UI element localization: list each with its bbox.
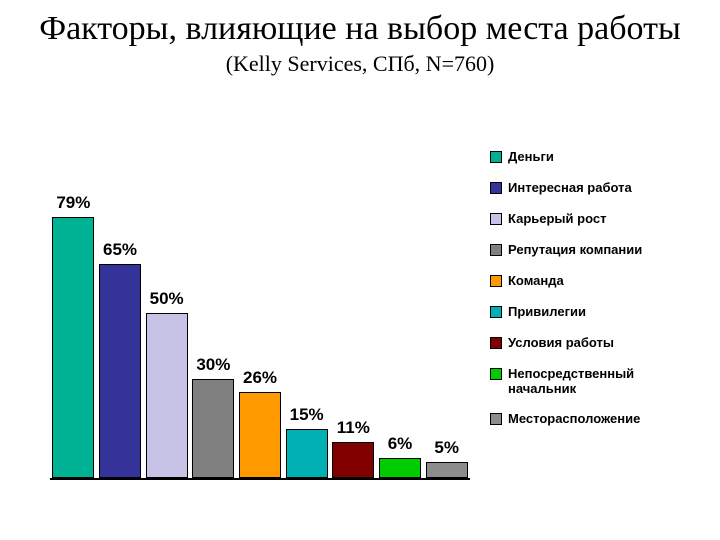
- legend-swatch: [490, 413, 502, 425]
- legend-swatch: [490, 368, 502, 380]
- legend-label: Репутация компании: [508, 243, 700, 258]
- bar-value-label: 30%: [196, 355, 230, 375]
- legend-swatch: [490, 306, 502, 318]
- bar-value-label: 15%: [290, 405, 324, 425]
- bar-chart: 79% 65% 50% 30% 26% 15% 11% 6% 5%: [50, 150, 470, 480]
- legend-item: Команда: [490, 274, 700, 289]
- legend-item: Интересная работа: [490, 181, 700, 196]
- legend-swatch: [490, 244, 502, 256]
- legend-swatch: [490, 337, 502, 349]
- bar: [146, 313, 188, 478]
- legend-item: Непосредственный начальник: [490, 367, 700, 397]
- bar-value-label: 6%: [388, 434, 413, 454]
- title-block: Факторы, влияющие на выбор места работы …: [0, 0, 720, 77]
- bar-value-label: 79%: [56, 193, 90, 213]
- legend-label: Интересная работа: [508, 181, 700, 196]
- legend-item: Привилегии: [490, 305, 700, 320]
- legend-swatch: [490, 275, 502, 287]
- slide: Факторы, влияющие на выбор места работы …: [0, 0, 720, 540]
- bar: [192, 379, 234, 478]
- legend-label: Привилегии: [508, 305, 700, 320]
- bar-value-label: 50%: [150, 289, 184, 309]
- bar-value-label: 11%: [337, 418, 370, 438]
- bar-value-label: 65%: [103, 240, 137, 260]
- legend-swatch: [490, 182, 502, 194]
- bar: [286, 429, 328, 479]
- legend: Деньги Интересная работа Карьерый рост Репу…: [490, 150, 700, 443]
- legend-label: Деньги: [508, 150, 700, 165]
- legend-item: Карьерый рост: [490, 212, 700, 227]
- plot-area: 79% 65% 50% 30% 26% 15% 11% 6% 5%: [50, 148, 470, 480]
- bar: [426, 462, 468, 479]
- bar: [332, 442, 374, 478]
- chart-title: Факторы, влияющие на выбор места работы: [20, 10, 700, 47]
- legend-item: Условия работы: [490, 336, 700, 351]
- bar: [239, 392, 281, 478]
- legend-label: Условия работы: [508, 336, 700, 351]
- legend-item: Месторасположение: [490, 412, 700, 427]
- legend-label: Непосредственный начальник: [508, 367, 700, 397]
- legend-swatch: [490, 213, 502, 225]
- bar: [379, 458, 421, 478]
- bar: [99, 264, 141, 479]
- bar-value-label: 26%: [243, 368, 277, 388]
- chart-subtitle: (Kelly Services, СПб, N=760): [0, 51, 720, 77]
- legend-label: Карьерый рост: [508, 212, 700, 227]
- bar: [52, 217, 94, 478]
- legend-swatch: [490, 151, 502, 163]
- legend-label: Месторасположение: [508, 412, 700, 427]
- legend-item: Деньги: [490, 150, 700, 165]
- bar-value-label: 5%: [434, 438, 459, 458]
- legend-item: Репутация компании: [490, 243, 700, 258]
- legend-label: Команда: [508, 274, 700, 289]
